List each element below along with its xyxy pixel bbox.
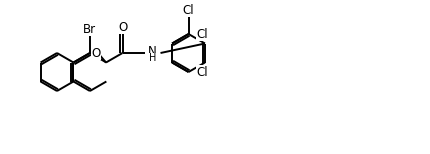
- Text: Br: Br: [83, 22, 96, 36]
- Text: H: H: [148, 53, 156, 63]
- Text: O: O: [91, 47, 100, 59]
- Text: O: O: [118, 20, 127, 34]
- Text: Cl: Cl: [182, 4, 194, 16]
- Text: N: N: [148, 45, 157, 57]
- Text: Cl: Cl: [196, 65, 208, 79]
- Text: Cl: Cl: [196, 28, 208, 41]
